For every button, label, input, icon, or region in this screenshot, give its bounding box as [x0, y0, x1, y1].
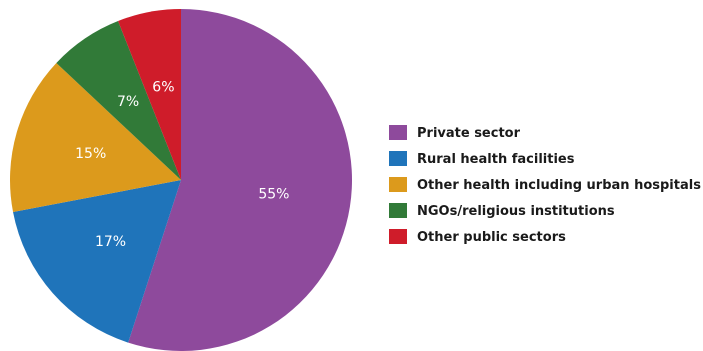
pie-slice-labels: 55% 17% 15% 7% 6% [75, 80, 289, 251]
legend-label-other-health-including-urban-hospitals: Other health including urban hospitals [417, 178, 701, 193]
slice-value-label: 6% [152, 80, 174, 96]
legend-label-rural-health-facilities: Rural health facilities [417, 152, 575, 167]
slice-value-label: 55% [258, 187, 289, 203]
legend-swatch-other-public-sectors [389, 229, 407, 244]
slice-value-label: 15% [75, 146, 106, 162]
legend-swatch-other-health-including-urban-hospitals [389, 177, 407, 192]
pie-slices [10, 9, 353, 351]
legend-label-ngos-religious-institutions: NGOs/religious institutions [417, 204, 615, 219]
slice-value-label: 7% [117, 94, 139, 110]
pie-slice-other-public-sectors [118, 9, 181, 180]
legend-label-private-sector: Private sector [417, 126, 521, 141]
legend-swatch-private-sector [389, 125, 407, 140]
legend-label-other-public-sectors: Other public sectors [417, 230, 566, 245]
legend-swatch-rural-health-facilities [389, 151, 407, 166]
slice-value-label: 17% [95, 234, 126, 250]
pie-slice-private-sector [128, 9, 353, 351]
pie-slice-ngos-religious-institutions [56, 21, 181, 181]
chart-legend: Private sector Rural health facilities Oth… [389, 125, 701, 245]
legend-swatch-ngos-religious-institutions [389, 203, 407, 218]
pie-slice-other-health-including-urban-hospitals [10, 62, 181, 213]
pie-slice-rural-health-facilities [13, 180, 182, 343]
